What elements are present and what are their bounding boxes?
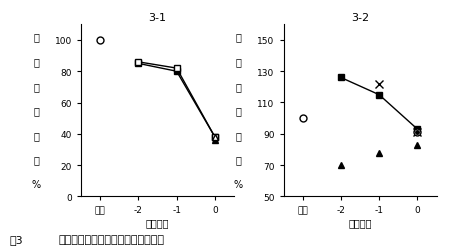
Text: 実: 実 [235,130,242,140]
Text: 実: 実 [33,130,39,140]
Text: 熟: 熟 [235,57,242,67]
Text: 数: 数 [33,155,39,165]
Text: %: % [234,179,243,189]
Text: 嘰3: 嘰3 [9,234,22,244]
Text: 期: 期 [33,81,39,91]
Text: 子: 子 [235,106,242,116]
X-axis label: 処理時期: 処理時期 [146,217,169,227]
Text: 障害発生の主要因と処理期間の影響: 障害発生の主要因と処理期間の影響 [58,234,165,244]
Text: 数: 数 [235,155,242,165]
Title: 3-1: 3-1 [148,13,166,23]
Text: 熟: 熟 [33,57,39,67]
Text: 子: 子 [33,106,39,116]
X-axis label: 処理時期: 処理時期 [348,217,372,227]
Text: %: % [32,179,40,189]
Text: 成: 成 [235,33,242,42]
Text: 成: 成 [33,33,39,42]
Text: 期: 期 [235,81,242,91]
Title: 3-2: 3-2 [351,13,369,23]
